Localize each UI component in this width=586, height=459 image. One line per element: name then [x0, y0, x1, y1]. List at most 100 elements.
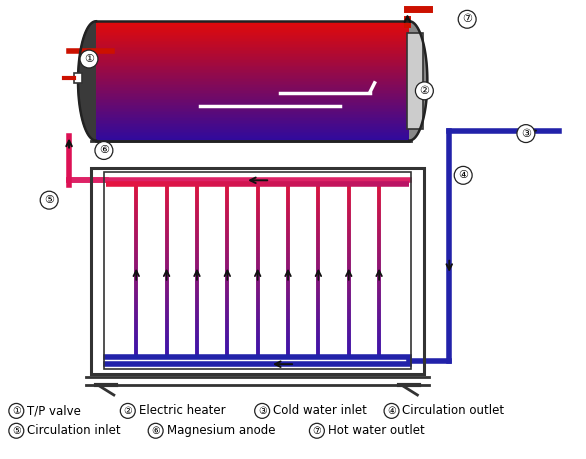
Bar — [96, 29, 410, 31]
Bar — [96, 51, 410, 53]
Bar — [96, 36, 410, 38]
Bar — [96, 108, 410, 110]
Text: Circulation outlet: Circulation outlet — [403, 404, 505, 417]
Text: ②: ② — [420, 86, 430, 96]
Bar — [96, 100, 410, 102]
Bar — [96, 73, 410, 75]
Text: ①: ① — [12, 406, 21, 416]
Circle shape — [80, 50, 98, 68]
Bar — [96, 87, 410, 89]
Bar — [96, 105, 410, 107]
Bar — [96, 133, 410, 135]
Bar — [96, 73, 410, 75]
Bar — [96, 32, 410, 34]
Text: ⑤: ⑤ — [44, 195, 54, 205]
Bar — [96, 136, 410, 138]
Bar — [96, 75, 410, 77]
Bar — [96, 44, 410, 45]
Bar — [96, 127, 410, 129]
Bar — [96, 38, 410, 39]
Bar — [96, 57, 410, 59]
Bar — [96, 118, 410, 120]
Bar — [96, 72, 410, 74]
Bar — [96, 77, 410, 78]
Bar — [96, 75, 410, 77]
Bar — [96, 121, 410, 123]
Text: ③: ③ — [521, 129, 531, 139]
Circle shape — [309, 423, 324, 438]
Bar — [96, 84, 410, 86]
Bar — [96, 115, 410, 117]
Bar — [96, 93, 410, 95]
Circle shape — [384, 403, 399, 418]
Bar — [91, 168, 424, 374]
Bar — [96, 24, 410, 26]
Bar — [96, 62, 410, 63]
Bar — [96, 42, 410, 44]
Bar — [96, 129, 410, 131]
Bar — [96, 53, 410, 55]
Bar — [96, 117, 410, 119]
Bar — [96, 35, 410, 37]
Bar — [96, 42, 410, 44]
Bar — [96, 63, 410, 65]
Bar — [96, 106, 410, 108]
Bar — [96, 133, 410, 135]
Bar — [96, 66, 410, 68]
Bar — [96, 69, 410, 71]
Bar — [96, 132, 410, 134]
Bar — [96, 41, 410, 43]
Bar — [96, 100, 410, 102]
Bar — [96, 130, 410, 132]
Bar — [96, 54, 410, 56]
Bar — [96, 93, 410, 95]
Text: ③: ③ — [258, 406, 267, 416]
Bar — [96, 129, 410, 131]
Bar — [96, 45, 410, 47]
Text: Magnesium anode: Magnesium anode — [166, 424, 275, 437]
Bar — [96, 29, 410, 31]
Bar — [96, 85, 410, 87]
Bar — [96, 103, 410, 105]
Bar — [96, 24, 410, 26]
Bar — [96, 112, 410, 114]
Bar — [96, 130, 410, 132]
Bar — [96, 102, 410, 104]
Ellipse shape — [78, 21, 114, 140]
Bar — [96, 124, 410, 126]
Bar — [96, 30, 410, 32]
Bar — [96, 114, 410, 116]
Bar — [96, 47, 410, 49]
Bar — [96, 48, 410, 50]
Bar — [96, 67, 410, 69]
Bar — [96, 85, 410, 87]
Bar — [96, 45, 410, 47]
Bar — [96, 105, 410, 107]
Circle shape — [9, 423, 24, 438]
Text: Cold water inlet: Cold water inlet — [273, 404, 367, 417]
Bar — [96, 115, 410, 117]
Bar — [96, 114, 410, 116]
Text: ⑤: ⑤ — [12, 426, 21, 436]
Bar — [96, 39, 410, 41]
Bar — [96, 32, 410, 34]
Bar — [96, 134, 410, 137]
Bar — [96, 112, 410, 114]
Bar — [96, 94, 410, 96]
Bar — [96, 39, 410, 41]
Bar — [96, 102, 410, 104]
Bar — [96, 87, 410, 89]
Ellipse shape — [391, 21, 427, 140]
Bar — [96, 35, 410, 37]
Bar — [96, 121, 410, 123]
Bar — [96, 127, 410, 129]
Bar — [96, 62, 410, 63]
Bar — [96, 94, 410, 96]
Bar — [96, 21, 410, 23]
Circle shape — [40, 191, 58, 209]
Circle shape — [255, 403, 270, 418]
Bar — [96, 79, 410, 81]
Circle shape — [454, 166, 472, 184]
Bar — [96, 103, 410, 105]
Bar — [96, 81, 410, 83]
